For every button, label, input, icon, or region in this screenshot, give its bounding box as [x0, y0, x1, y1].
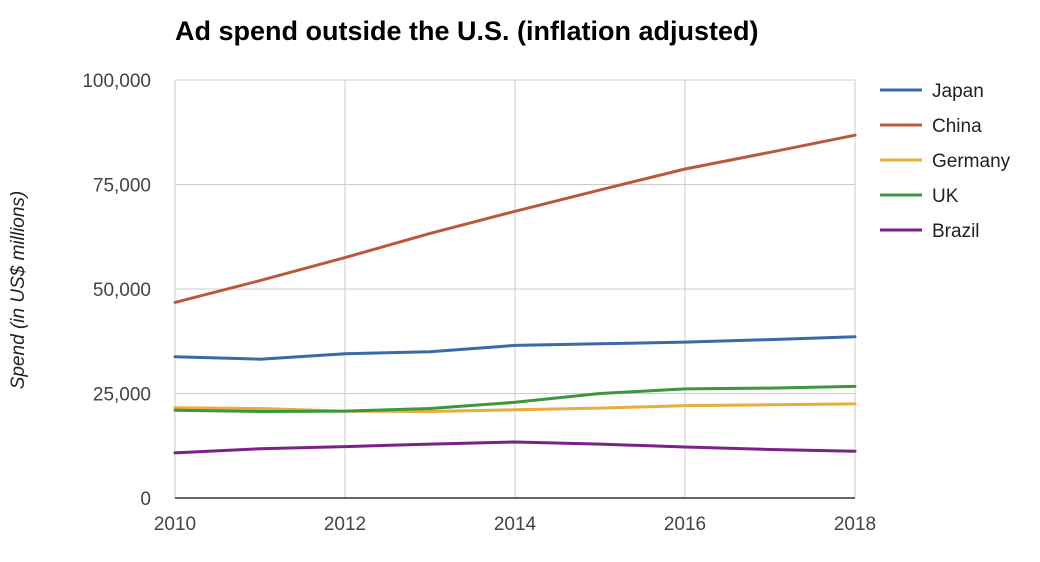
x-tick-label: 2010 — [154, 514, 196, 535]
x-tick-label: 2014 — [494, 514, 537, 535]
legend-label: Germany — [932, 151, 1011, 172]
series-line-germany — [173, 402, 857, 413]
x-tick-label: 2016 — [664, 514, 706, 535]
series-lines — [173, 133, 857, 455]
legend-label: Japan — [932, 81, 984, 102]
legend-label: Brazil — [932, 221, 980, 242]
chart-title: Ad spend outside the U.S. (inflation adj… — [175, 16, 759, 46]
y-tick-label: 0 — [140, 489, 151, 510]
y-tick-label: 75,000 — [93, 176, 151, 197]
series-line-brazil — [173, 440, 857, 455]
gridlines — [174, 79, 856, 498]
x-tick-label: 2012 — [324, 514, 366, 535]
legend-item-brazil: Brazil — [880, 221, 980, 242]
series-line-uk — [173, 384, 857, 413]
legend-item-germany: Germany — [880, 151, 1011, 172]
legend-item-japan: Japan — [880, 81, 984, 102]
y-axis-title: Spend (in US$ millions) — [8, 191, 29, 390]
series-line-japan — [173, 335, 857, 361]
y-tick-label: 25,000 — [93, 385, 151, 406]
legend-item-uk: UK — [880, 186, 959, 207]
legend-label: UK — [932, 186, 959, 207]
legend-item-china: China — [880, 116, 982, 137]
y-tick-label: 100,000 — [82, 71, 151, 92]
y-tick-label: 50,000 — [93, 280, 151, 301]
series-line-china — [173, 133, 857, 304]
axes: 0 25,000 50,000 75,000 100,000 2010 2012 2014 20… — [82, 71, 876, 535]
legend: Japan China Germany UK Brazil — [880, 81, 1011, 242]
x-tick-label: 2018 — [834, 514, 876, 535]
legend-label: China — [932, 116, 982, 137]
